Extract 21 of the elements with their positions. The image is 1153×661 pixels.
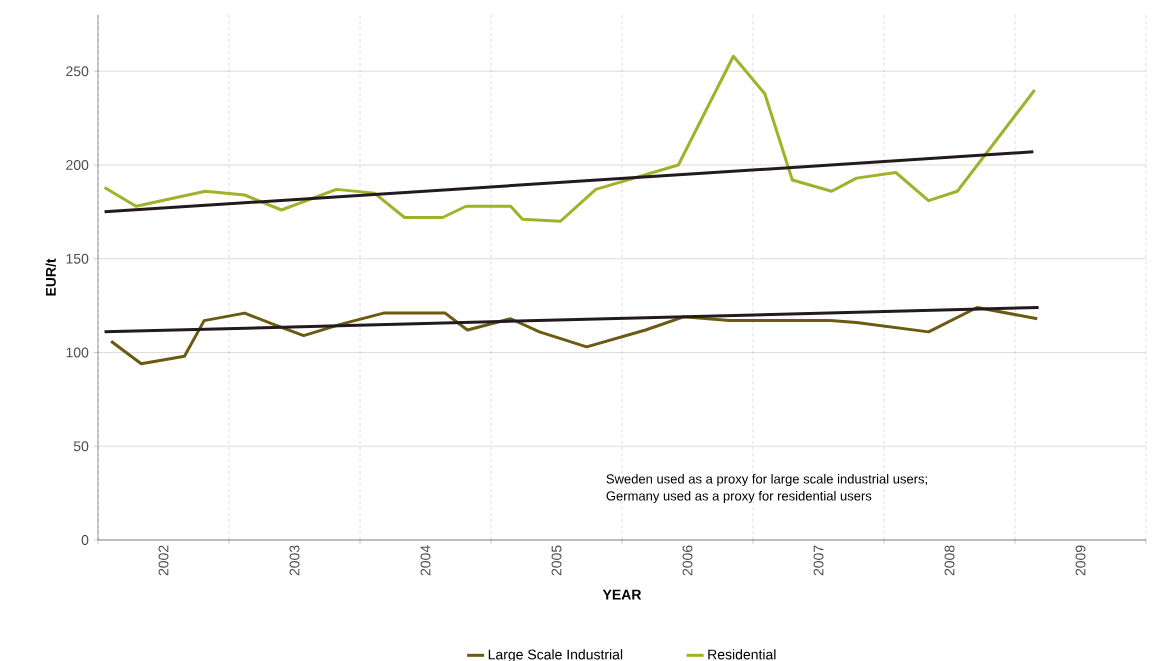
y-tick-label: 50 — [73, 441, 89, 452]
x-tick-label: 2006 — [682, 545, 693, 576]
annotation: Sweden used as a proxy for large scale industrial users; — [606, 473, 927, 487]
line-series — [103, 54, 1037, 223]
annotation: Germany used as a proxy for residential users — [606, 490, 872, 504]
y-tick-label: 200 — [66, 160, 89, 170]
y-tick-label: 100 — [66, 347, 89, 358]
y-axis-title: EUR/t — [45, 258, 56, 296]
x-tick-label: 2009 — [1075, 545, 1086, 576]
x-axis-title: YEAR — [602, 589, 642, 600]
y-tick-label: 250 — [66, 66, 89, 77]
y-tick-label: 0 — [81, 535, 89, 545]
x-tick-label: 2007 — [813, 545, 824, 576]
y-tick-label: 150 — [66, 253, 89, 264]
x-tick-label: 2005 — [551, 545, 562, 576]
line-series — [109, 306, 1039, 366]
x-tick-label: 2004 — [420, 545, 431, 576]
x-tick-label: 2003 — [289, 545, 300, 576]
legend-label: Residential — [708, 649, 776, 660]
x-tick-label: 2002 — [158, 545, 169, 576]
x-tick-label: 2008 — [944, 545, 955, 576]
